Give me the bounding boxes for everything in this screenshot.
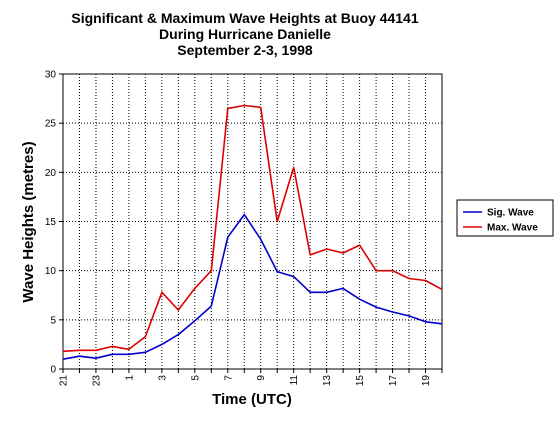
legend-label-1: Max. Wave xyxy=(487,223,538,234)
y-tick-label-3: 15 xyxy=(45,217,57,228)
legend-box xyxy=(456,199,554,237)
legend: Sig. Wave Max. Wave xyxy=(456,199,554,237)
series-line-1 xyxy=(62,104,443,353)
x-tick-label-22: 19 xyxy=(421,375,432,387)
y-tick-label-5: 25 xyxy=(45,119,57,130)
y-tick-label-2: 10 xyxy=(45,266,57,277)
x-tick-label-12: 9 xyxy=(256,375,267,381)
grid xyxy=(63,74,442,369)
chart-title: Significant & Maximum Wave Heights at Bu… xyxy=(71,10,418,58)
x-axis-label: Time (UTC) xyxy=(212,391,292,408)
series-line-0 xyxy=(62,213,443,360)
x-tick-label-2: 23 xyxy=(91,375,102,387)
x-tick-label-10: 7 xyxy=(223,375,234,381)
y-axis-label: Wave Heights (metres) xyxy=(20,141,37,302)
x-tick-label-14: 11 xyxy=(289,375,300,386)
chart-title-line-2: During Hurricane Danielle xyxy=(159,26,331,42)
y-tick-label-6: 30 xyxy=(45,70,57,81)
legend-label-0: Sig. Wave xyxy=(487,208,534,219)
x-tick-label-20: 17 xyxy=(388,375,399,387)
chart-title-line-3: September 2-3, 1998 xyxy=(177,42,313,58)
y-tick-label-4: 20 xyxy=(45,168,57,179)
x-tick-label-16: 13 xyxy=(322,375,333,387)
x-tick-label-0: 21 xyxy=(59,375,70,387)
y-tick-label-1: 5 xyxy=(50,315,56,326)
x-tick-label-4: 1 xyxy=(124,375,135,381)
y-tick-label-0: 0 xyxy=(50,365,56,376)
x-tick-label-6: 3 xyxy=(157,375,168,381)
x-tick-label-18: 15 xyxy=(355,375,366,387)
series-lines xyxy=(62,104,443,360)
x-tick-label-8: 5 xyxy=(190,375,201,381)
chart-title-line-1: Significant & Maximum Wave Heights at Bu… xyxy=(71,10,418,26)
